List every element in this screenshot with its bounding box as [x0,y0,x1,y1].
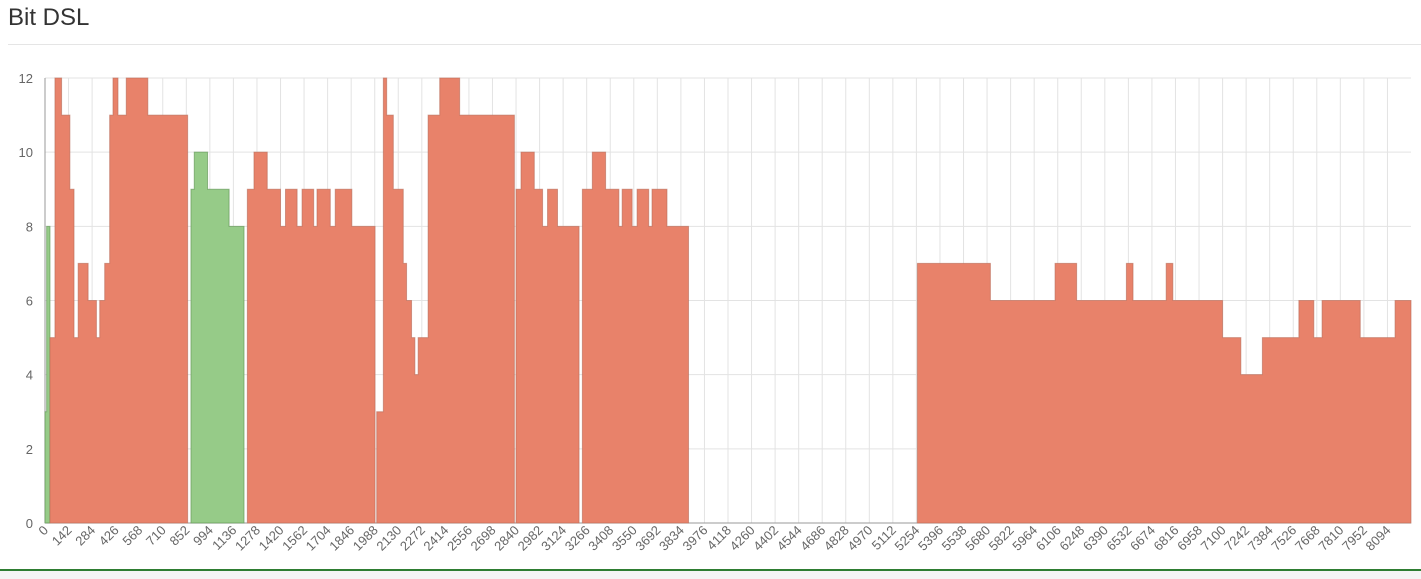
y-tick-label: 8 [26,219,33,234]
x-tick-label: 6390 [1080,523,1111,554]
x-tick-label: 3550 [609,523,640,554]
x-tick-label: 1420 [256,523,287,554]
x-tick-label: 1136 [209,523,239,553]
x-tick-label: 5396 [915,523,946,554]
footer-bar [0,569,1421,579]
x-tick-label: 2556 [444,523,475,554]
x-tick-label: 3834 [656,523,687,554]
x-tick-label: 5964 [1009,523,1040,554]
x-tick-label: 852 [166,523,192,549]
y-tick-label: 12 [19,71,33,86]
x-tick-label: 7810 [1315,523,1346,554]
x-tick-label: 4544 [774,523,805,554]
x-tick-label: 3976 [680,523,711,554]
x-tick-label: 6248 [1056,523,1087,554]
x-tick-label: 6106 [1033,523,1064,554]
x-tick-label: 0 [35,523,51,539]
area-segment-6 [581,151,690,524]
x-tick-label: 8094 [1363,523,1394,554]
area-segment-5 [515,151,580,524]
x-tick-label: 1278 [232,523,263,554]
x-tick-label: 2982 [515,523,546,554]
x-tick-label: 7384 [1245,523,1276,554]
x-tick-label: 3124 [538,523,569,554]
x-tick-label: 5538 [939,523,970,554]
x-tick-label: 1988 [350,523,381,554]
x-tick-label: 1562 [279,523,310,554]
x-tick-label: 2698 [468,523,499,554]
y-tick-label: 0 [26,516,33,531]
x-tick-label: 426 [96,523,122,549]
x-tick-label: 5112 [869,523,899,553]
x-tick-label: 2272 [397,523,428,554]
x-tick-label: 1704 [303,523,334,554]
x-tick-label: 6532 [1103,523,1134,554]
area-segment-1 [49,77,189,524]
x-tick-label: 4686 [797,523,828,554]
x-tick-label: 2414 [420,523,451,554]
x-tick-label: 4402 [750,523,781,554]
x-tick-label: 5680 [962,523,993,554]
x-tick-label: 7100 [1198,523,1229,554]
x-tick-label: 2130 [373,523,404,554]
x-tick-label: 6958 [1174,523,1205,554]
x-tick-label: 142 [49,523,75,549]
x-tick-label: 5254 [891,523,922,554]
x-tick-label: 4970 [844,523,875,554]
x-tick-label: 4118 [704,523,734,553]
x-tick-label: 2840 [491,523,522,554]
x-tick-label: 7242 [1221,523,1252,554]
y-tick-label: 6 [26,294,33,309]
x-tick-label: 1846 [326,523,357,554]
y-tick-label: 2 [26,442,33,457]
panel-title: Bit DSL [8,4,90,31]
x-tick-label: 3408 [585,523,616,554]
x-tick-label: 7952 [1339,523,1370,554]
x-tick-label: 568 [119,523,145,549]
area-segment-7 [916,262,1412,524]
x-tick-label: 4260 [727,523,758,554]
x-tick-label: 4828 [821,523,852,554]
area-segment-4 [376,77,515,524]
area-segment-3 [246,151,376,524]
y-tick-label: 4 [26,368,33,383]
area-segment-2 [190,151,245,524]
x-tick-label: 6674 [1127,523,1158,554]
x-tick-label: 3266 [562,523,593,554]
bit-dsl-area-chart: 0246810120142284426568710852994113612781… [19,71,1412,554]
x-tick-label: 3692 [632,523,663,554]
x-tick-label: 7526 [1268,523,1299,554]
x-tick-label: 5822 [986,523,1017,554]
x-tick-label: 284 [72,523,98,549]
y-tick-label: 10 [19,145,33,160]
x-tick-label: 710 [143,523,169,549]
x-tick-label: 6816 [1151,523,1182,554]
x-tick-label: 7668 [1292,523,1323,554]
title-divider [8,44,1421,45]
